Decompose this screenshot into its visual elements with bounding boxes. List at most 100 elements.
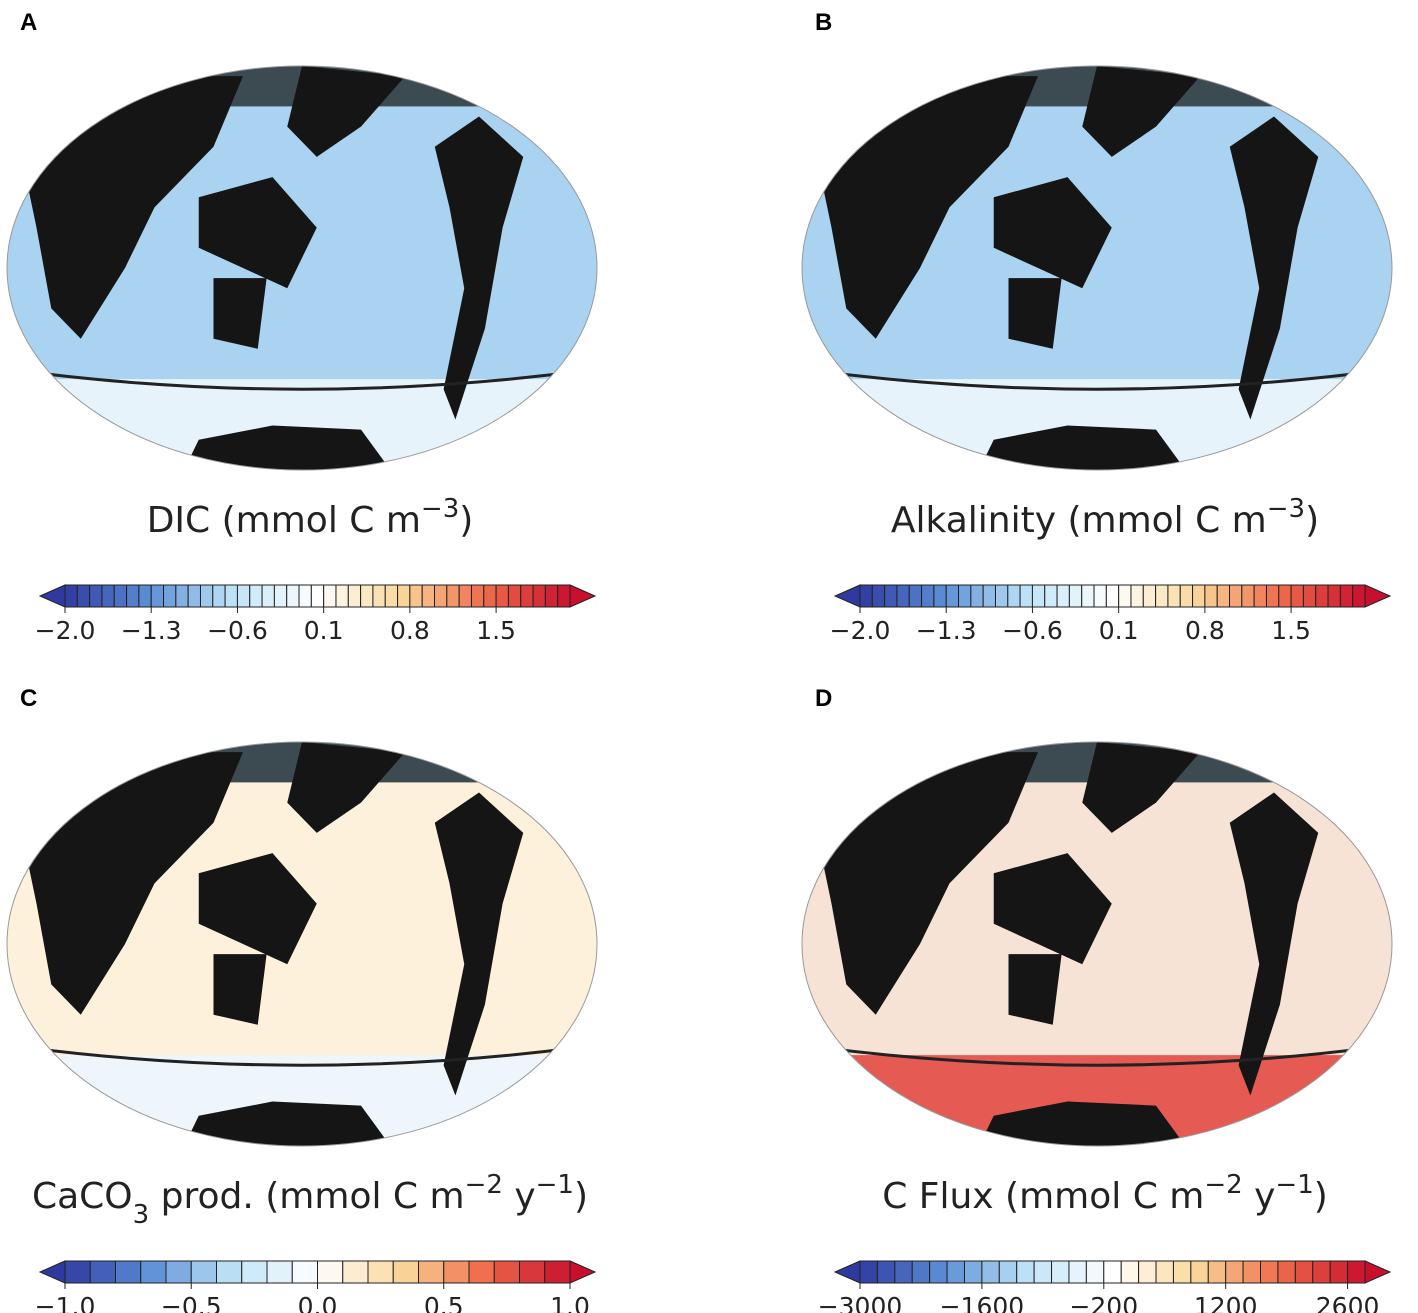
title-part: prod. (mmol C m [149, 1176, 464, 1217]
colorbar-box [532, 584, 546, 608]
colorbar-box [1120, 1260, 1140, 1284]
panel: B Alkalinity (mmol C m−3) −2.0 −1.3 −0.6 0.1 0… [801, 9, 1393, 645]
colorbar-box [317, 1260, 344, 1284]
colorbar-box [190, 1260, 217, 1284]
colorbar-box [1068, 584, 1083, 608]
southern-front [7, 367, 597, 391]
colorbar-box [946, 1260, 965, 1284]
colorbar-box [392, 1260, 419, 1284]
colorbar-tick-label: 0.1 [304, 616, 344, 645]
colorbar-box [495, 584, 509, 608]
colorbar-box [982, 584, 996, 608]
colorbar-box [896, 584, 910, 608]
colorbar-box [1277, 1260, 1296, 1284]
title-part: ) [1305, 500, 1319, 541]
colorbar-box [945, 584, 960, 608]
land [434, 792, 524, 1096]
colorbar-box [520, 584, 534, 608]
land [213, 954, 267, 1025]
map-outline [6, 65, 598, 471]
land [993, 853, 1112, 965]
colorbar-box [859, 1260, 878, 1284]
colorbar-box [929, 1260, 948, 1284]
colorbar-box [64, 1260, 91, 1284]
land [1008, 954, 1062, 1025]
colorbar-box [1130, 584, 1144, 608]
colorbar-box [224, 584, 238, 608]
southern-front [802, 1043, 1392, 1067]
colorbar-box [418, 1260, 445, 1284]
colorbar-box [434, 584, 448, 608]
colorbar-box [115, 1260, 142, 1284]
map [7, 66, 597, 470]
title-part: ) [1314, 1176, 1328, 1217]
colorbar-arrow [833, 1260, 861, 1284]
colorbar-tick-label: 0.1 [1099, 616, 1139, 645]
colorbar-box [1068, 1260, 1087, 1284]
colorbar-box [1204, 584, 1218, 608]
colorbar-tick-label: −1600 [940, 1292, 1025, 1313]
colorbar-box [372, 584, 386, 608]
colorbar-box [1138, 1260, 1157, 1284]
colorbar-box [859, 584, 873, 608]
colorbar-box [1352, 584, 1366, 608]
land [816, 752, 1038, 1015]
title-part: y [503, 1176, 536, 1217]
colorbar-tick-label: 1.5 [1271, 616, 1311, 645]
colorbar-box [1192, 584, 1206, 608]
title-part: −3 [421, 494, 459, 524]
land [198, 853, 317, 965]
colorbar-box [468, 1260, 495, 1284]
colorbar-box [236, 584, 251, 608]
colorbar-tick-label: −3000 [818, 1292, 903, 1313]
colorbar-box [1179, 584, 1194, 608]
colorbar-box [138, 584, 152, 608]
colorbar-box [1085, 1260, 1105, 1284]
colorbar-tick-label: 1.0 [550, 1292, 590, 1313]
colorbar-box [310, 584, 325, 608]
colorbar-box [175, 584, 189, 608]
colorbar-box [126, 584, 140, 608]
colorbar-box [216, 1260, 243, 1284]
colorbar-box [876, 1260, 896, 1284]
colorbar-box [483, 584, 497, 608]
colorbar-box [1216, 584, 1231, 608]
colorbar-box [1103, 1260, 1122, 1284]
colorbar-box [981, 1260, 1000, 1284]
colorbar-box [89, 1260, 116, 1284]
title-part: −3 [1267, 494, 1305, 524]
colorbar-box [266, 1260, 293, 1284]
colorbar-box [493, 1260, 520, 1284]
colorbar-box [1294, 1260, 1314, 1284]
colorbar-box [298, 584, 312, 608]
colorbar-box [150, 584, 165, 608]
colorbar-tick-label: −0.6 [207, 616, 268, 645]
colorbar-box [140, 1260, 167, 1284]
title-part: Alkalinity (mmol C m [891, 500, 1267, 541]
colorbar-box [249, 584, 263, 608]
colorbar-box [970, 584, 984, 608]
colorbar-box [187, 584, 201, 608]
southern-front [802, 367, 1392, 391]
colorbar-box [1260, 1260, 1279, 1284]
colorbar-box [458, 584, 472, 608]
colorbar-box [933, 584, 947, 608]
map [802, 66, 1392, 470]
colorbar-box [963, 1260, 983, 1284]
colorbar-tick-label: −1.0 [35, 1292, 96, 1313]
colorbar-tick-label: 1200 [1194, 1292, 1258, 1313]
colorbar-box [871, 584, 886, 608]
colorbar-box [323, 584, 337, 608]
colorbar-box [212, 584, 226, 608]
colorbar-box [421, 584, 436, 608]
colorbar-box [519, 1260, 546, 1284]
colorbar-box [261, 584, 275, 608]
title-part: y [1243, 1176, 1276, 1217]
map-outline [6, 741, 598, 1147]
colorbar-box [1302, 584, 1317, 608]
colorbar-box [1253, 584, 1267, 608]
colorbar-box [1347, 1260, 1366, 1284]
panel-label: C [20, 685, 37, 712]
colorbar-box [1051, 1260, 1070, 1284]
